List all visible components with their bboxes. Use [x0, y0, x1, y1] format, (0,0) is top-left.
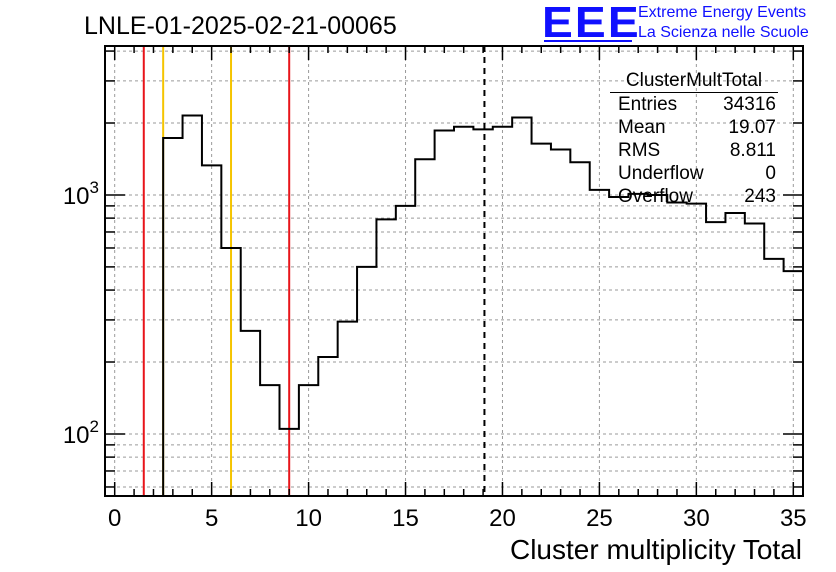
marker-lines	[142, 46, 486, 496]
x-tick-label: 20	[489, 505, 516, 532]
x-tick-label: 15	[392, 505, 419, 532]
y-tick-label: 103	[63, 178, 99, 210]
stats-title: ClusterMultTotal	[610, 70, 778, 93]
stats-row-rms: RMS 8.811	[618, 140, 776, 162]
logo-underline	[544, 40, 632, 42]
stats-row-entries: Entries 34316	[618, 94, 776, 116]
stats-row-mean: Mean 19.07	[618, 117, 776, 139]
stats-label: Mean	[618, 117, 666, 138]
chart-title: LNLE-01-2025-02-21-00065	[84, 12, 397, 40]
stats-label: RMS	[618, 140, 661, 161]
x-tick-label: 10	[295, 505, 322, 532]
logo-mark: EEE	[542, 0, 641, 47]
x-tick-label: 30	[683, 505, 710, 532]
x-tick-label: 5	[205, 505, 218, 532]
grid	[105, 46, 803, 496]
logo-line-1: Extreme Energy Events	[638, 4, 807, 21]
logo-line-2: La Scienza nelle Scuole	[638, 24, 809, 41]
stats-value: 34316	[723, 94, 776, 115]
stats-value: 0	[765, 163, 776, 184]
stats-value: 19.07	[728, 117, 776, 138]
stats-label: Underflow	[618, 163, 704, 184]
y-tick-label: 102	[63, 417, 99, 449]
x-tick-label: 0	[108, 505, 121, 532]
x-tick-label: 35	[780, 505, 807, 532]
histogram-outline	[162, 114, 803, 496]
axes: 0 5 10 15 20 25 30 35 102 103	[63, 46, 807, 532]
stats-value: 243	[744, 186, 776, 207]
x-tick-label: 25	[586, 505, 613, 532]
plot-frame	[104, 45, 804, 497]
x-axis-label: Cluster multiplicity Total	[510, 534, 802, 565]
stats-box: ClusterMultTotal Entries 34316 Mean 19.0…	[610, 70, 778, 208]
stats-row-underflow: Underflow 0	[618, 163, 776, 185]
stats-value: 8.811	[729, 140, 776, 161]
stats-label: Overflow	[618, 186, 693, 207]
stats-row-overflow: Overflow 243	[618, 186, 776, 208]
eee-logo: EEE Extreme Energy Events La Scienza nel…	[540, 0, 830, 48]
histogram-bars	[162, 114, 803, 496]
stats-label: Entries	[618, 94, 678, 115]
